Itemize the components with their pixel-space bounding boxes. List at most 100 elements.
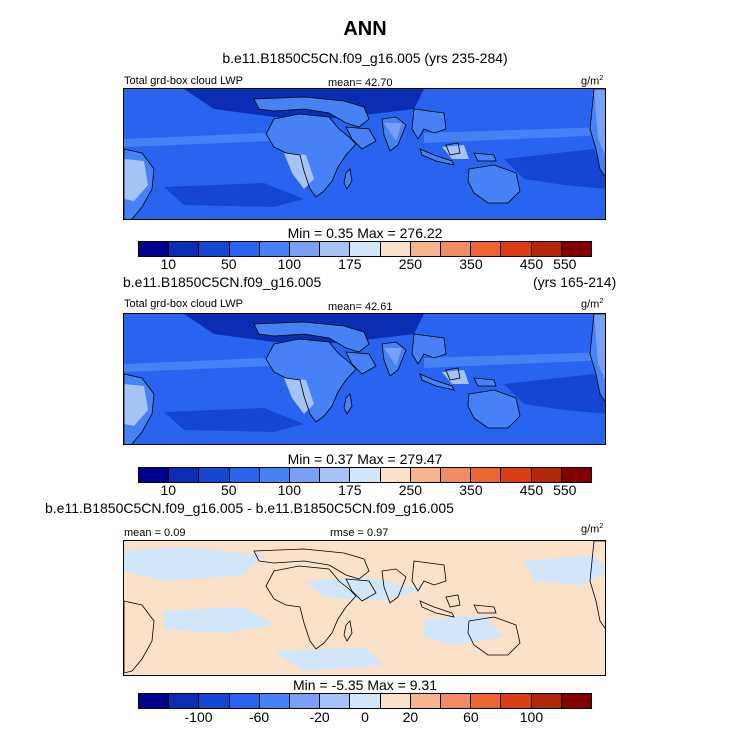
colorbar-box: [501, 694, 532, 708]
map-contour: [346, 127, 376, 149]
colorbar-box: [441, 694, 472, 708]
colorbar-box: [531, 468, 562, 482]
map-contour: [345, 578, 377, 602]
map-contour: [345, 351, 377, 375]
map-contour: [265, 565, 357, 650]
colorbar-tick-label: 50: [221, 256, 237, 272]
map-contour: [124, 373, 155, 444]
colorbar-box: [259, 242, 291, 256]
colorbar-tick-label: 450: [519, 482, 544, 498]
colorbar-tick-label: 10: [160, 482, 177, 498]
map-contour: [424, 127, 605, 143]
colorbar-box: [561, 694, 592, 708]
map-contour: [442, 145, 469, 159]
panel2-variable-label: Total grd-box cloud LWP: [124, 298, 244, 310]
panel3-map-svg: [124, 541, 605, 675]
colorbar-box: [531, 694, 562, 708]
map-contour: [384, 123, 402, 141]
colorbar-box: [199, 242, 230, 256]
map-contour: [343, 393, 353, 415]
map-contour: [473, 377, 497, 387]
panel1-variable-label: Total grd-box cloud LWP: [124, 75, 244, 87]
panel1-map: [123, 88, 606, 220]
colorbar-box: [441, 468, 472, 482]
map-contour: [164, 183, 304, 207]
colorbar-box: [380, 694, 411, 708]
colorbar-box: [501, 242, 532, 256]
map-contour: [381, 341, 407, 377]
panel2-years: (yrs 165-214): [533, 274, 617, 290]
colorbar-box: [471, 694, 502, 708]
colorbar-tick-label: 50: [221, 482, 237, 498]
colorbar-box: [199, 694, 230, 708]
colorbar-tick-label: 175: [338, 256, 362, 272]
map-contour: [346, 352, 376, 374]
map-contour: [411, 108, 447, 140]
map-contour: [124, 358, 274, 372]
map-contour: [445, 594, 461, 608]
map-contour: [473, 152, 497, 162]
map-contour: [504, 149, 605, 189]
map-contour: [467, 164, 521, 204]
colorbar-tick-label: -20: [309, 709, 330, 725]
panel2-mean: mean= 42.61: [328, 301, 393, 313]
colorbar-tick-label: 350: [459, 256, 483, 272]
panel1-mean: mean= 42.70: [328, 77, 393, 89]
colorbar-box: [169, 468, 200, 482]
colorbar-box: [139, 242, 170, 256]
map-contour: [419, 148, 455, 166]
colorbar-box: [290, 468, 321, 482]
colorbar-box: [350, 242, 381, 256]
map-contour: [124, 159, 148, 201]
colorbar-box: [290, 242, 321, 256]
map-contour: [266, 114, 356, 197]
colorbar-box: [471, 242, 502, 256]
colorbar-box: [561, 242, 592, 256]
map-contour: [419, 373, 455, 391]
colorbar-box: [501, 468, 532, 482]
map-contour: [524, 555, 605, 585]
map-contour: [442, 370, 469, 384]
colorbar-box: [410, 242, 442, 256]
colorbar-tick-label: 0: [361, 709, 369, 725]
colorbar-box: [259, 694, 291, 708]
map-contour: [345, 126, 377, 150]
map-contour: [164, 607, 274, 633]
colorbar-tick-label: 60: [463, 709, 479, 725]
panel3-case-title: b.e11.B1850C5CN.f09_g16.005 - b.e11.B185…: [45, 500, 454, 516]
panel1-colorbar: [138, 241, 592, 257]
panel3-map: [123, 540, 606, 676]
map-contour: [424, 615, 504, 645]
map-contour: [504, 374, 605, 414]
panel3-mean: mean = 0.09: [124, 527, 186, 539]
map-contour: [445, 142, 461, 156]
map-contour: [468, 390, 520, 428]
map-contour: [589, 89, 605, 177]
colorbar-box: [380, 242, 411, 256]
colorbar-box: [350, 694, 381, 708]
colorbar-box: [320, 242, 351, 256]
map-contour: [253, 96, 370, 128]
colorbar-tick-label: 100: [277, 256, 302, 272]
colorbar-box: [229, 468, 260, 482]
colorbar-tick-label: 20: [402, 709, 419, 725]
map-contour: [124, 600, 155, 674]
colorbar-tick-label: 175: [338, 482, 362, 498]
panel2-case-title: b.e11.B1850C5CN.f09_g16.005: [123, 274, 322, 290]
map-contour: [467, 616, 521, 656]
plot-title: ANN: [343, 18, 387, 40]
panel1-case-title: b.e11.B1850C5CN.f09_g16.005 (yrs 235-284…: [222, 50, 508, 66]
map-contour: [304, 577, 424, 601]
colorbar-box: [199, 468, 230, 482]
colorbar-box: [229, 694, 260, 708]
colorbar-tick-label: 10: [160, 256, 177, 272]
map-contour: [284, 153, 314, 189]
colorbar-box: [290, 694, 321, 708]
colorbar-tick-label: -60: [248, 709, 270, 725]
colorbar-tick-label: 550: [553, 482, 577, 498]
map-contour: [589, 541, 605, 629]
panel3-units: g/m2: [581, 523, 604, 536]
panel1-map-svg: [124, 89, 605, 219]
map-contour: [124, 148, 155, 219]
panel3-colorbar: [138, 693, 592, 709]
